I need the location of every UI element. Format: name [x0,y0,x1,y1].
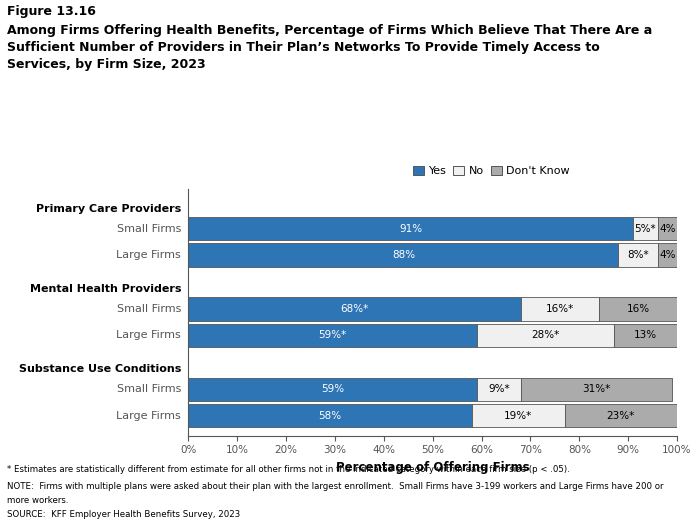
Bar [599,297,677,321]
Bar [472,404,565,427]
Text: 59%: 59% [321,384,344,394]
Text: 88%: 88% [392,250,415,260]
Bar [614,323,677,347]
Text: 9%*: 9%* [488,384,510,394]
Text: 19%*: 19%* [504,411,533,421]
Text: 28%*: 28%* [531,330,559,340]
Text: Large Firms: Large Firms [117,411,181,421]
Text: 13%: 13% [634,330,657,340]
Text: Large Firms: Large Firms [117,330,181,340]
Text: 23%*: 23%* [607,411,635,421]
Text: Mental Health Providers: Mental Health Providers [29,284,181,294]
Text: Large Firms: Large Firms [117,250,181,260]
Bar [565,404,677,427]
Text: 5%*: 5%* [634,224,656,234]
X-axis label: Percentage of Offering Firms: Percentage of Offering Firms [336,461,530,474]
Text: 16%*: 16%* [546,304,574,314]
Text: NOTE:  Firms with multiple plans were asked about their plan with the largest en: NOTE: Firms with multiple plans were ask… [7,482,664,491]
Text: * Estimates are statistically different from estimate for all other firms not in: * Estimates are statistically different … [7,465,570,474]
Bar [188,243,618,267]
Text: more workers.: more workers. [7,496,68,505]
Text: Small Firms: Small Firms [117,384,181,394]
Text: 4%: 4% [659,250,676,260]
Text: Primary Care Providers: Primary Care Providers [36,204,181,214]
Text: 4%: 4% [659,224,676,234]
Bar [477,377,521,401]
Text: SOURCE:  KFF Employer Health Benefits Survey, 2023: SOURCE: KFF Employer Health Benefits Sur… [7,510,240,519]
Bar [658,243,677,267]
Text: Substance Use Conditions: Substance Use Conditions [19,364,181,374]
Text: 58%: 58% [318,411,342,421]
Text: Figure 13.16: Figure 13.16 [7,5,96,18]
Text: Among Firms Offering Health Benefits, Percentage of Firms Which Believe That The: Among Firms Offering Health Benefits, Pe… [7,24,652,71]
Bar [521,297,599,321]
Bar [188,217,633,240]
Text: 8%*: 8%* [628,250,648,260]
Text: 91%: 91% [399,224,422,234]
Legend: Yes, No, Don't Know: Yes, No, Don't Know [411,164,572,179]
Text: 68%*: 68%* [341,304,369,314]
Bar [188,404,472,427]
Bar [658,217,677,240]
Text: Small Firms: Small Firms [117,304,181,314]
Bar [618,243,658,267]
Bar [521,377,672,401]
Bar [633,217,658,240]
Bar [188,297,521,321]
Bar [188,377,477,401]
Bar [188,323,477,347]
Text: 31%*: 31%* [582,384,611,394]
Text: Small Firms: Small Firms [117,224,181,234]
Text: 59%*: 59%* [318,330,347,340]
Text: 16%: 16% [626,304,650,314]
Bar [477,323,614,347]
